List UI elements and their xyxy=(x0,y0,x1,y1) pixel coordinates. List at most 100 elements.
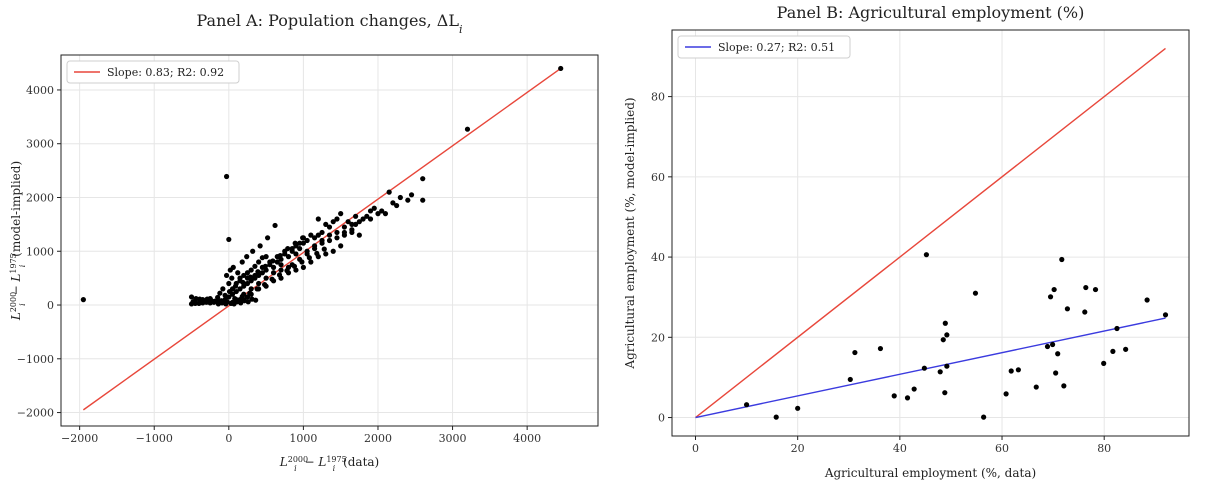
data-point xyxy=(1082,309,1088,315)
data-point xyxy=(386,189,392,195)
data-point xyxy=(847,376,853,383)
data-point xyxy=(371,205,377,211)
x-tick-label: −2000 xyxy=(61,432,98,445)
y-tick-label: 0 xyxy=(658,412,665,425)
data-point xyxy=(904,395,911,401)
data-point xyxy=(1049,341,1056,348)
data-point xyxy=(795,405,801,411)
x-axis-label: Agricultural employment (%, data) xyxy=(824,466,1036,480)
data-point xyxy=(278,275,284,281)
data-point xyxy=(743,402,750,408)
data-point xyxy=(315,232,321,238)
data-point xyxy=(382,211,389,217)
data-point xyxy=(270,258,276,264)
data-point xyxy=(319,237,325,244)
data-point xyxy=(1059,256,1065,263)
data-point xyxy=(921,365,927,371)
data-point xyxy=(256,286,262,292)
data-point xyxy=(222,292,228,298)
x-tick-label: 4000 xyxy=(513,432,541,445)
data-point xyxy=(297,245,303,252)
data-point xyxy=(226,288,233,295)
y-tick-label: 0 xyxy=(47,299,54,312)
panel-b: 0 20 40 60 80 0 20 40 60 80 Panel B: Agricultural … xyxy=(623,3,1190,480)
data-point xyxy=(252,272,258,279)
data-point xyxy=(349,221,355,227)
data-point xyxy=(1044,343,1051,350)
data-point xyxy=(1064,306,1071,312)
data-point xyxy=(1003,391,1009,397)
data-point xyxy=(196,300,202,307)
data-point xyxy=(334,216,340,222)
data-point xyxy=(390,200,396,206)
data-point xyxy=(942,390,948,396)
data-point xyxy=(285,254,292,260)
y-tick-label: 20 xyxy=(651,331,665,344)
x-tick-label: 20 xyxy=(791,442,805,455)
data-point xyxy=(248,267,254,273)
data-point xyxy=(923,252,930,258)
data-point xyxy=(188,294,195,300)
data-point xyxy=(911,386,917,392)
data-point xyxy=(237,286,243,292)
data-point xyxy=(1083,284,1089,291)
data-point xyxy=(1047,294,1054,300)
data-point xyxy=(277,252,283,259)
data-point xyxy=(270,264,277,270)
data-point xyxy=(299,259,305,265)
legend-label: Slope: 0.83; R2: 0.92 xyxy=(107,66,224,79)
data-point xyxy=(397,194,403,201)
y-tick-label: 4000 xyxy=(26,84,54,97)
panel-a-title: Panel A: Population changes, ΔLi xyxy=(196,11,462,36)
data-point xyxy=(223,173,230,180)
data-point xyxy=(852,349,858,356)
data-point xyxy=(278,262,284,268)
data-point xyxy=(972,290,979,296)
plot-frame xyxy=(671,29,1190,437)
y-tick-label: 40 xyxy=(651,251,665,264)
data-point xyxy=(1144,297,1150,303)
plot-frame xyxy=(60,54,599,427)
data-point xyxy=(239,259,245,265)
y-tick-label: −1000 xyxy=(17,353,54,366)
data-point xyxy=(330,248,336,254)
data-point xyxy=(245,299,251,305)
panel-a: −2000 −1000 0 1000 2000 3000 4000 −2000 −1000 0 10… xyxy=(9,11,599,473)
data-point xyxy=(292,240,298,246)
data-point xyxy=(263,275,269,281)
data-point xyxy=(367,216,374,222)
data-point xyxy=(1101,360,1107,366)
data-point xyxy=(360,216,366,222)
data-point xyxy=(215,301,221,307)
data-point xyxy=(233,288,239,295)
data-point xyxy=(937,369,943,375)
data-point xyxy=(1051,286,1057,293)
data-point xyxy=(300,235,306,241)
x-tick-label: 2000 xyxy=(364,432,392,445)
data-point xyxy=(877,345,884,352)
data-point xyxy=(255,269,261,275)
data-point xyxy=(891,393,897,399)
y-tick-label: 2000 xyxy=(26,191,54,204)
x-tick-label: 1000 xyxy=(289,432,317,445)
data-point xyxy=(323,221,329,227)
y-tick-label: −2000 xyxy=(17,407,54,420)
data-point xyxy=(1123,346,1129,352)
data-point xyxy=(263,283,269,289)
data-point xyxy=(235,270,241,276)
data-point xyxy=(248,291,254,297)
data-point xyxy=(289,245,295,252)
data-point xyxy=(223,272,230,279)
legend-box xyxy=(677,35,851,59)
data-point xyxy=(270,278,277,284)
data-point xyxy=(297,240,303,246)
data-point xyxy=(338,211,344,217)
data-point xyxy=(80,297,86,303)
data-point xyxy=(364,213,370,219)
data-point xyxy=(1110,348,1116,354)
data-point xyxy=(367,208,374,214)
data-point xyxy=(270,270,277,276)
data-point xyxy=(420,197,426,203)
data-point xyxy=(293,267,299,273)
